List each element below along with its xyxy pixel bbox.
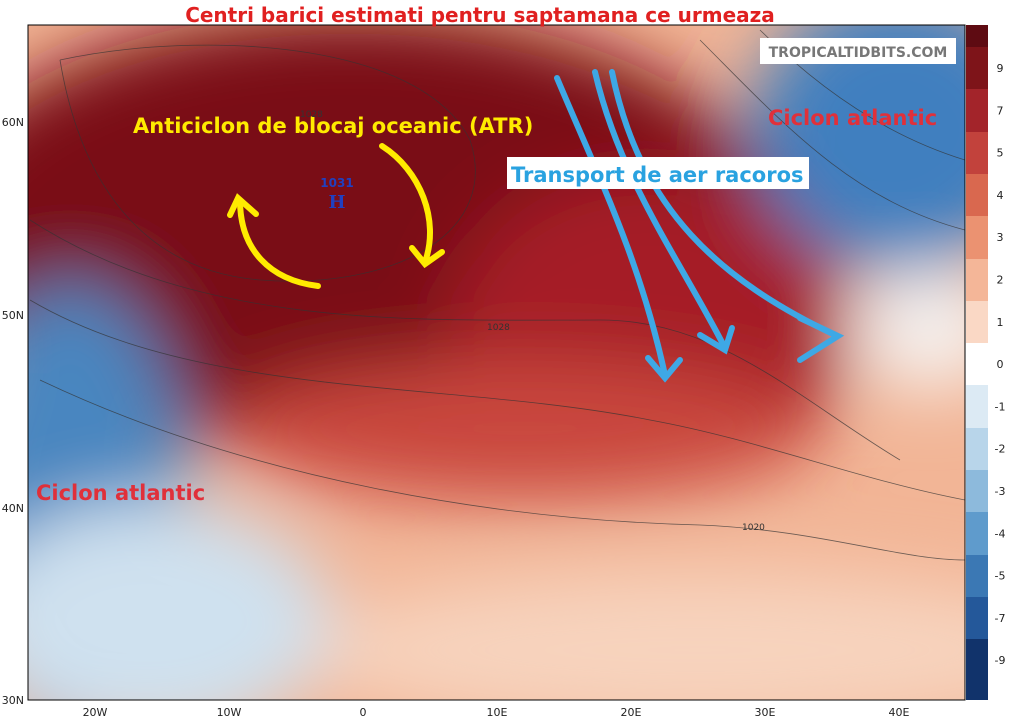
longitude-label: 30E (755, 706, 776, 719)
colorbar-label: 5 (997, 147, 1004, 160)
annotation: Anticiclon de blocaj oceanic (ATR) (133, 114, 533, 138)
colorbar-label: 7 (997, 104, 1004, 117)
latitude-label: 30N (2, 694, 24, 707)
latitude-label: 60N (2, 116, 24, 129)
longitude-label: 20W (83, 706, 108, 719)
arrows (227, 69, 845, 383)
longitude-label: 0 (360, 706, 367, 719)
watermark: TROPICALTIDBITS.COM (769, 45, 948, 61)
pressure-label: 1028 (487, 323, 510, 333)
colorbar-label: 1 (997, 316, 1004, 329)
pressure-label: H (328, 192, 345, 213)
colorbar-label: 9 (997, 62, 1004, 75)
colorbar-label: 4 (997, 189, 1004, 202)
latitude-label: 50N (2, 309, 24, 322)
title: Centri barici estimati pentru saptamana … (185, 3, 775, 27)
longitude-label: 20E (621, 706, 642, 719)
colorbar-label: 2 (997, 274, 1004, 287)
longitude-label: 10E (487, 706, 508, 719)
annotation: Ciclon atlantic (36, 481, 205, 505)
longitude-label: 10W (217, 706, 242, 719)
watermark-bg (760, 38, 956, 64)
colorbar (966, 25, 988, 700)
annotation: Transport de aer racoros (511, 163, 804, 187)
map-frame (27, 24, 966, 701)
pressure-label: 1028 (300, 110, 323, 120)
colorbar-label: -1 (995, 400, 1006, 413)
annotation-bg (507, 157, 809, 189)
colorbar-label: -2 (995, 443, 1006, 456)
annotation: Ciclon atlantic (768, 106, 937, 130)
colorbar-label: 0 (997, 358, 1004, 371)
latitude-label: 40N (2, 502, 24, 515)
colorbar-label: -9 (995, 654, 1006, 667)
pressure-label: 1020 (742, 523, 765, 533)
colorbar-label: -5 (995, 570, 1006, 583)
colorbar-label: -7 (995, 612, 1006, 625)
longitude-label: 40E (889, 706, 910, 719)
pressure-label: 1031 (320, 176, 353, 190)
colorbar-label: 3 (997, 231, 1004, 244)
colorbar-label: -3 (995, 485, 1006, 498)
colorbar-label: -4 (995, 527, 1006, 540)
